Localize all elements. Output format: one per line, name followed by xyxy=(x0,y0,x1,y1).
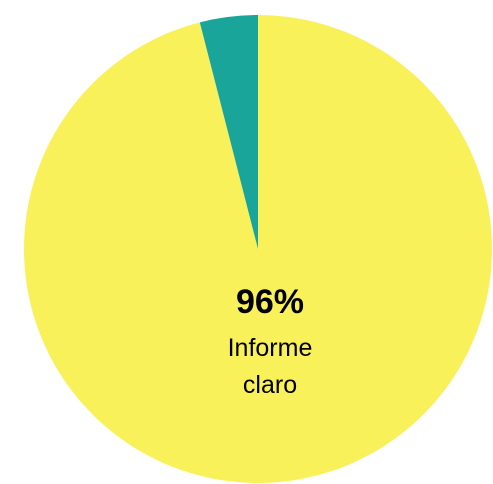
pie-data-labels: 96% Informe claro xyxy=(228,283,313,399)
slice-value-label: 96% xyxy=(236,283,304,321)
slice-label-line-2: claro xyxy=(243,371,297,399)
slice-label-line-1: Informe xyxy=(228,334,313,362)
pie-slice-1 xyxy=(199,15,258,249)
pie-slices xyxy=(23,15,492,483)
